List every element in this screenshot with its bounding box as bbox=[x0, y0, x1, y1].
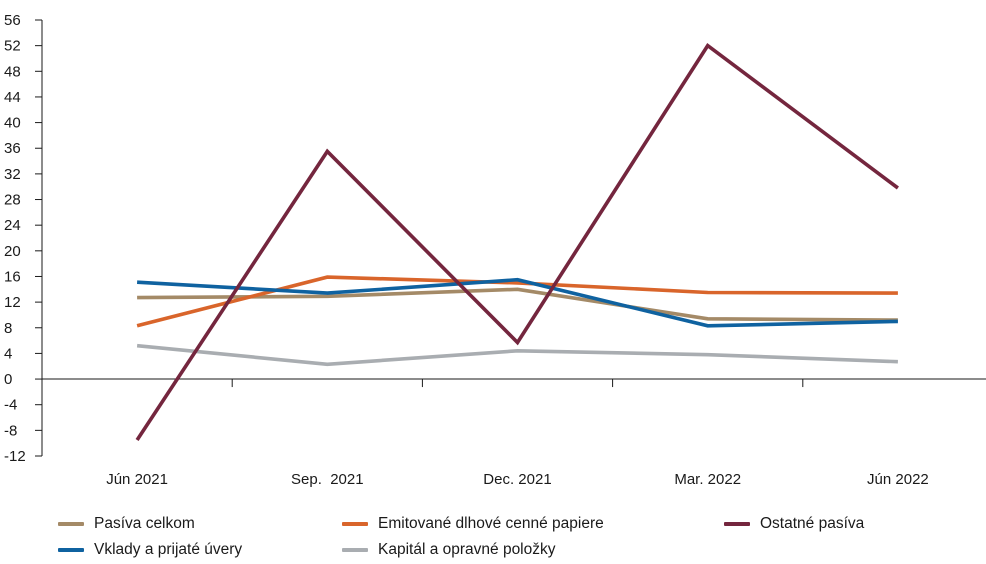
y-tick-label: 44 bbox=[4, 89, 21, 106]
y-tick-label: -12 bbox=[4, 448, 26, 465]
series-line-pasiva bbox=[137, 287, 898, 322]
series-line-emitovane bbox=[136, 275, 898, 328]
y-tick-label: 48 bbox=[4, 63, 21, 80]
y-tick-label: 16 bbox=[4, 268, 21, 285]
x-tick-label: Sep. 2021 bbox=[291, 471, 364, 488]
y-tick-label: 12 bbox=[4, 294, 21, 311]
y-tick-label: 4 bbox=[4, 345, 12, 362]
series-lines bbox=[135, 42, 899, 441]
series-line-ostatne bbox=[135, 42, 899, 441]
y-tick-label: 36 bbox=[4, 140, 21, 157]
x-tick-labels: Jún 2021 Sep. 2021 Dec. 2021 Mar. 2022 Jún 2… bbox=[106, 471, 929, 488]
y-tick-label: 24 bbox=[4, 217, 21, 234]
y-tick-label: 52 bbox=[4, 38, 21, 55]
y-tick-label: 28 bbox=[4, 192, 21, 209]
y-tick-label: 40 bbox=[4, 115, 21, 132]
x-tick-label: Jún 2021 bbox=[106, 471, 168, 488]
x-tick-label: Jún 2022 bbox=[867, 471, 929, 488]
y-tick-label: 8 bbox=[4, 320, 12, 337]
y-tick-label: 32 bbox=[4, 166, 21, 183]
y-tick-label: 0 bbox=[4, 371, 12, 388]
x-tick-label: Dec. 2021 bbox=[483, 471, 551, 488]
y-tick-label: -4 bbox=[4, 397, 17, 414]
series-line-kapital bbox=[136, 343, 898, 367]
axes bbox=[35, 19, 986, 457]
y-tick-label: 20 bbox=[4, 243, 21, 260]
y-tick-label: 56 bbox=[4, 12, 21, 29]
y-tick-label: -8 bbox=[4, 422, 17, 439]
x-tick-label: Mar. 2022 bbox=[674, 471, 741, 488]
series-line-vklady bbox=[136, 277, 898, 328]
